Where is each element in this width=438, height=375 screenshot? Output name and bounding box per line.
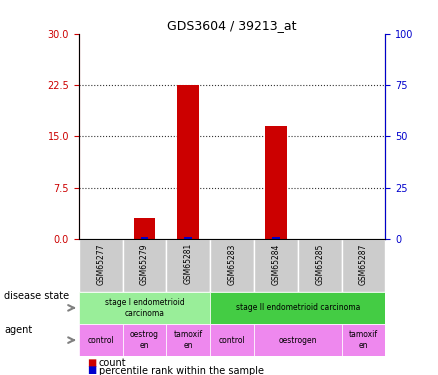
Bar — [210, 239, 254, 292]
Text: GSM65279: GSM65279 — [140, 243, 149, 285]
Text: stage I endometrioid
carcinoma: stage I endometrioid carcinoma — [105, 298, 184, 318]
Bar — [134, 219, 155, 239]
Text: percentile rank within the sample: percentile rank within the sample — [99, 366, 264, 375]
Text: GSM65287: GSM65287 — [359, 243, 368, 285]
Text: count: count — [99, 358, 126, 368]
Text: stage II endometrioid carcinoma: stage II endometrioid carcinoma — [236, 303, 360, 312]
Bar — [342, 324, 385, 356]
Text: oestrogen: oestrogen — [279, 336, 317, 345]
Bar — [177, 85, 199, 239]
Text: GSM65277: GSM65277 — [96, 243, 105, 285]
Bar — [141, 237, 148, 239]
Text: control: control — [219, 336, 246, 345]
Text: GDS3604 / 39213_at: GDS3604 / 39213_at — [167, 19, 297, 32]
Bar — [79, 239, 123, 292]
Bar — [210, 292, 385, 324]
Text: oestrog
en: oestrog en — [130, 330, 159, 350]
Text: GSM65283: GSM65283 — [228, 243, 237, 285]
Text: agent: agent — [4, 325, 32, 335]
Bar — [184, 237, 192, 239]
Text: GSM65285: GSM65285 — [315, 243, 324, 285]
Text: tamoxif
en: tamoxif en — [349, 330, 378, 350]
Text: GSM65284: GSM65284 — [272, 243, 280, 285]
Bar — [210, 324, 254, 356]
Bar — [123, 324, 166, 356]
Bar — [166, 324, 210, 356]
Bar — [254, 324, 342, 356]
Text: disease state: disease state — [4, 291, 70, 301]
Text: tamoxif
en: tamoxif en — [174, 330, 203, 350]
Text: ■: ■ — [88, 366, 97, 375]
Bar — [254, 239, 298, 292]
Bar — [265, 126, 287, 239]
Bar — [298, 239, 342, 292]
Bar — [79, 324, 123, 356]
Bar — [79, 292, 210, 324]
Bar — [166, 239, 210, 292]
Bar — [123, 239, 166, 292]
Text: control: control — [87, 336, 114, 345]
Bar — [272, 237, 280, 239]
Bar — [342, 239, 385, 292]
Text: GSM65281: GSM65281 — [184, 243, 193, 285]
Text: ■: ■ — [88, 358, 97, 368]
